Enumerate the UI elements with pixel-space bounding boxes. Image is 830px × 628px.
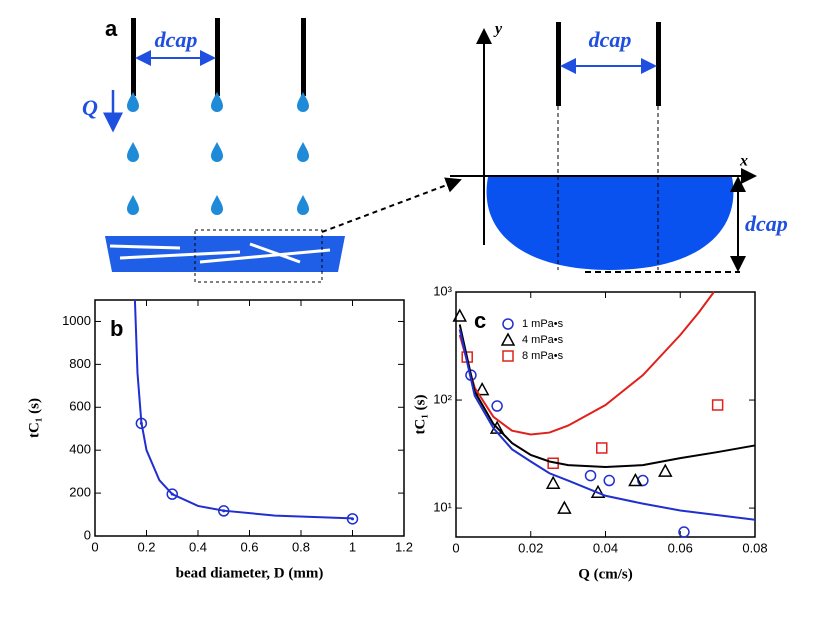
data-point (596, 442, 608, 454)
x-tick-label: 0.2 (137, 539, 155, 554)
y-tick-label: 800 (69, 356, 91, 371)
data-point (658, 463, 673, 477)
legend-label: 1 mPa•s (522, 318, 564, 330)
needle (131, 18, 136, 96)
x-tick-label: 0.4 (189, 539, 207, 554)
panel-label: b (110, 316, 123, 341)
diagram: a dcap Q y x dcap dcap (82, 16, 788, 283)
needle (215, 18, 220, 96)
spacing-label: dcap (155, 27, 198, 52)
legend-label: 8 mPa•s (522, 350, 564, 362)
x-tick-label: 0.6 (240, 539, 258, 554)
needle (556, 22, 561, 106)
x-tick-label: 1 (349, 539, 356, 554)
axis-label: y (493, 21, 503, 38)
chart: 0 0.2 0.4 0.6 0.8 1 1.2 0 200 400 600 800 1000 b bead … (26, 299, 413, 581)
y-tick-label: 10² (433, 391, 452, 406)
zoom-box (194, 229, 323, 283)
legend-marker (502, 318, 514, 330)
y-tick-label: 600 (69, 399, 91, 414)
legend-label: 4 mPa•s (522, 334, 564, 346)
data-point (678, 526, 690, 538)
fit-curve (458, 329, 756, 521)
y-tick-label: 400 (69, 442, 91, 457)
y-tick-label: 10¹ (433, 500, 452, 515)
y-axis-label: tC₁ (s) (26, 398, 42, 438)
bed-texture (109, 242, 331, 264)
data-point (603, 474, 615, 487)
x-axis-label: Q (cm/s) (578, 566, 633, 582)
legend-marker (500, 332, 516, 346)
y-tick-label: 200 (69, 485, 91, 500)
y-axis-label: tC₁ (s) (412, 395, 428, 435)
spacing-label: dcap (589, 27, 632, 52)
y-tick-label: 10³ (433, 283, 452, 298)
data-point (166, 488, 178, 500)
needle (301, 18, 306, 96)
axis-label: x (739, 153, 748, 170)
x-axis-label: bead diameter, D (mm) (176, 565, 324, 581)
x-tick-label: 0.8 (292, 539, 310, 554)
data-point (584, 469, 597, 482)
chart: 0 0.02 0.04 0.06 0.08 10¹ 10² 10³ c Q (cm/s) tC₁ (… (412, 283, 767, 582)
legend-marker (502, 350, 514, 362)
depth-label: dcap (745, 211, 788, 236)
x-tick-label: 0.04 (593, 540, 618, 555)
needle (656, 22, 661, 106)
flow-label: Q (82, 95, 98, 120)
x-tick-label: 0.02 (518, 540, 543, 555)
x-tick-label: 0.06 (668, 540, 693, 555)
x-tick-label: 1.2 (395, 539, 413, 554)
data-point (628, 472, 643, 487)
data-point (474, 382, 490, 396)
wetted-region (486, 177, 734, 270)
data-point (545, 475, 561, 489)
fit-curve (458, 291, 715, 436)
data-point (557, 500, 572, 514)
panel-label: c (474, 308, 486, 333)
x-tick-label: 0 (452, 540, 459, 555)
panel-label: a (105, 16, 118, 41)
x-tick-label: 0 (91, 539, 98, 554)
fit-curve (458, 324, 756, 469)
y-tick-label: 1000 (62, 313, 91, 328)
fit-curve (133, 299, 353, 520)
x-tick-label: 0.08 (742, 540, 767, 555)
data-point (452, 308, 468, 322)
data-point (711, 399, 724, 411)
plot-frame (455, 291, 756, 538)
data-point (491, 400, 503, 412)
y-tick-label: 0 (84, 527, 91, 542)
zoom-arrow (321, 177, 462, 233)
drops (127, 92, 309, 215)
